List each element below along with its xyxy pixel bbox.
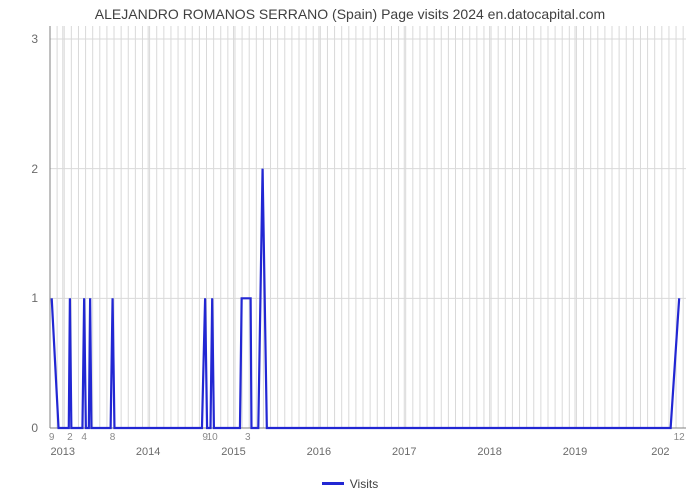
y-tick-label: 0 (31, 421, 38, 435)
x-major-label: 2016 (307, 446, 331, 458)
grid-minor (50, 26, 683, 428)
y-tick-label: 2 (31, 162, 38, 176)
chart-container: { "chart": { "type": "line", "title": "A… (0, 0, 700, 500)
legend-label: Visits (350, 477, 378, 491)
x-minor-label: 12 (674, 432, 685, 443)
chart-plot (0, 0, 700, 500)
y-tick-label: 3 (31, 32, 38, 46)
x-major-label: 2018 (477, 446, 501, 458)
legend-swatch (322, 482, 344, 485)
y-tick-label: 1 (31, 291, 38, 305)
x-major-label: 202 (651, 446, 669, 458)
x-minor-label: 3 (245, 432, 251, 443)
x-minor-label: 8 (110, 432, 116, 443)
x-major-label: 2017 (392, 446, 416, 458)
x-minor-label: 10 (207, 432, 218, 443)
x-minor-label: 2 (67, 432, 73, 443)
x-major-label: 2013 (51, 446, 75, 458)
legend: Visits (0, 472, 700, 491)
x-minor-label: 9 (49, 432, 55, 443)
x-major-label: 2015 (221, 446, 245, 458)
x-major-label: 2019 (563, 446, 587, 458)
x-major-label: 2014 (136, 446, 160, 458)
x-minor-label: 4 (81, 432, 87, 443)
